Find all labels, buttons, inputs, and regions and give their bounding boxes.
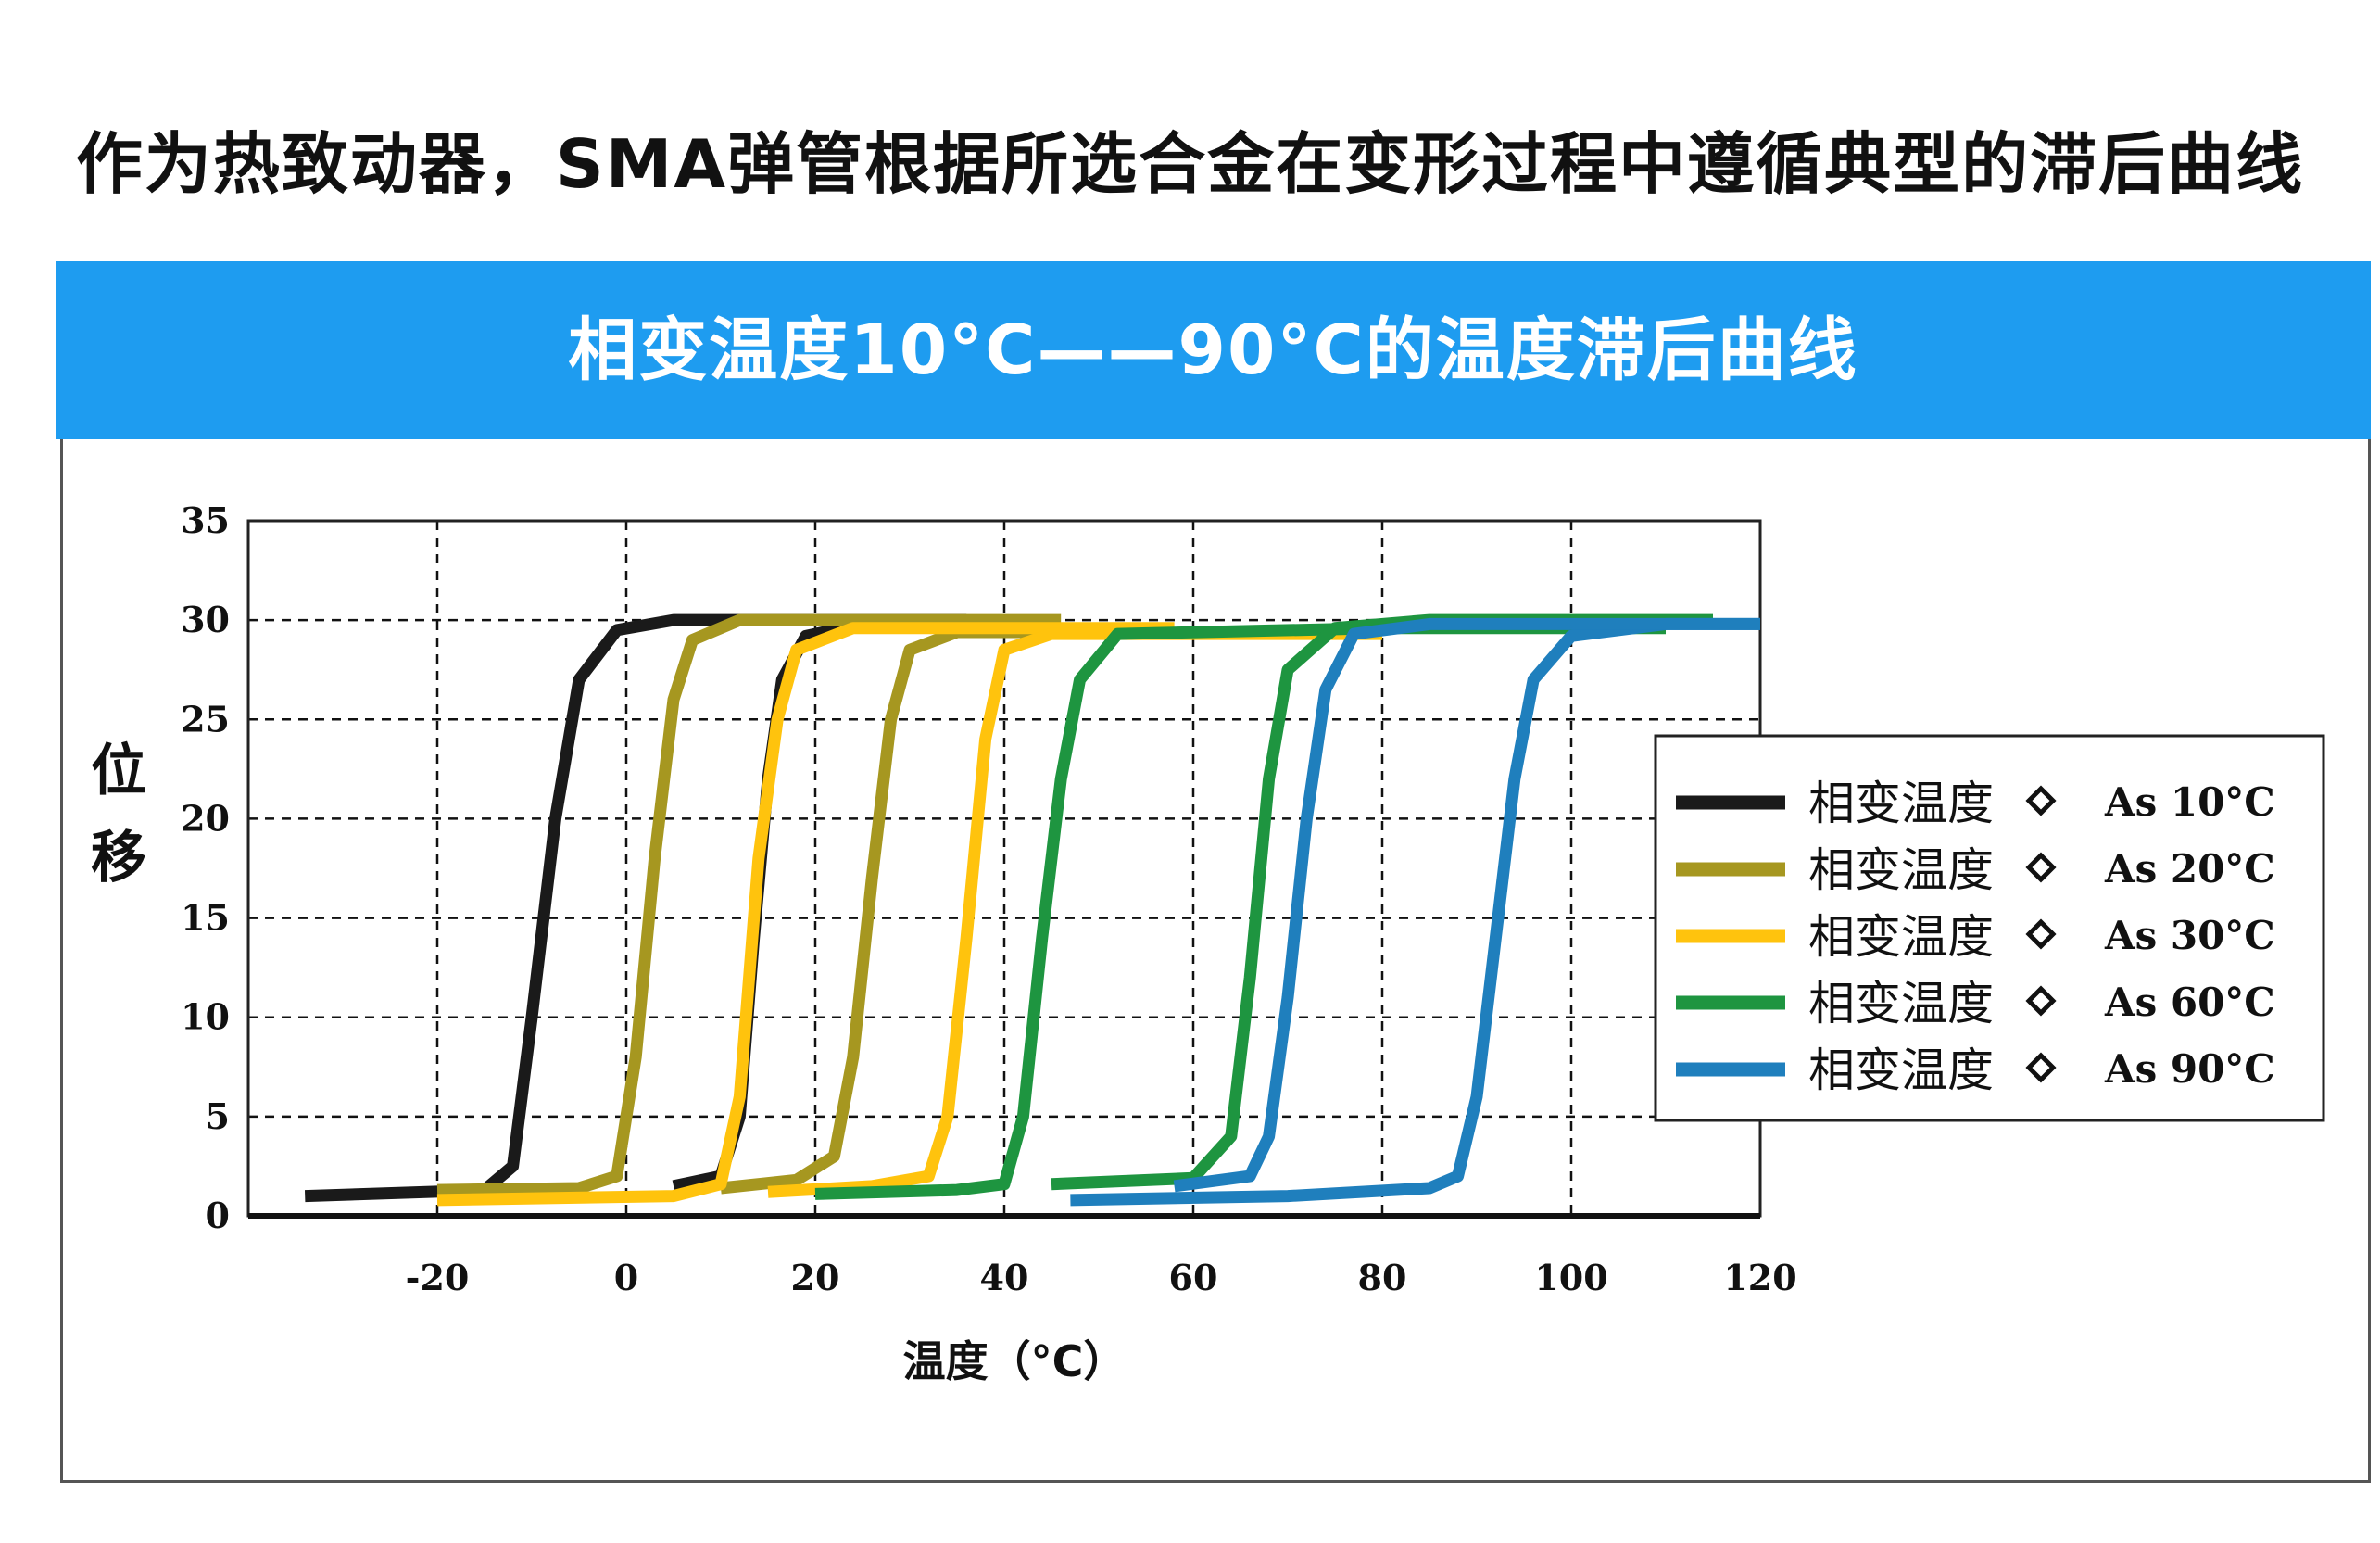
y-tick-label: 35	[181, 500, 230, 541]
y-tick-label: 0	[206, 1195, 230, 1236]
title-banner	[56, 261, 2371, 439]
series-2	[436, 613, 1099, 1196]
y-tick-label: 30	[181, 599, 230, 640]
diamond-icon	[2025, 785, 2057, 816]
series-line-heating	[436, 613, 1062, 1196]
y-axis-label-line1: 位	[91, 739, 146, 803]
x-tick-label: 80	[1358, 1257, 1407, 1298]
x-axis-label: 温度（°C）	[903, 1336, 1127, 1386]
series-line-cooling	[767, 627, 1382, 1198]
legend-item: 相变温度 As 30°C	[1676, 910, 2275, 964]
x-tick-label: 120	[1723, 1257, 1796, 1298]
legend-label: 相变温度	[1808, 977, 1994, 1031]
legend-as-value: As 60°C	[2104, 980, 2275, 1025]
legend-item: 相变温度 As 90°C	[1676, 1043, 2275, 1097]
y-tick-label: 10	[181, 996, 230, 1038]
x-tick-label: 60	[1169, 1257, 1218, 1298]
diamond-icon	[2025, 985, 2057, 1017]
legend-label: 相变温度	[1808, 777, 1994, 830]
y-tick-label: 5	[206, 1095, 230, 1137]
x-tick-label: 0	[614, 1257, 638, 1298]
banner-title: 相变温度10°C——90°C的温度滞后曲线	[568, 310, 1858, 390]
chart-legend: 相变温度 As 10°C 相变温度 As 20°C 相变温度 As 30°C 相变温度 As …	[1654, 734, 2325, 1122]
series-line-heating	[436, 622, 1175, 1207]
y-tick-label: 20	[181, 797, 230, 839]
chart-tick-labels: 0 5 10 15 20 25 30 35 -20 0 20 40 60 80 100 120	[181, 500, 1797, 1298]
x-tick-label: -20	[406, 1257, 470, 1298]
series-line-heating	[1070, 617, 1760, 1207]
legend-as-value: As 30°C	[2104, 913, 2275, 958]
x-tick-label: 100	[1534, 1257, 1607, 1298]
diamond-icon	[2025, 852, 2057, 883]
legend-as-value: As 90°C	[2104, 1046, 2275, 1092]
page-heading: 作为热致动器，SMA弹管根据所选合金在变形过程中遵循典型的滞后曲线	[75, 125, 2305, 203]
diamond-icon	[2025, 918, 2057, 950]
x-tick-label: 40	[980, 1257, 1029, 1298]
series-line-cooling	[720, 626, 1099, 1195]
chart-series	[304, 613, 1760, 1207]
legend-label: 相变温度	[1808, 1043, 1994, 1097]
legend-item: 相变温度 As 20°C	[1676, 843, 2275, 897]
y-tick-label: 25	[181, 698, 230, 740]
series-5	[1070, 617, 1760, 1207]
diamond-icon	[2025, 1052, 2057, 1083]
legend-item: 相变温度 As 10°C	[1676, 777, 2275, 830]
series-line-heating	[814, 622, 1666, 1200]
y-axis-label-line2: 移	[91, 826, 146, 891]
series-3	[436, 622, 1382, 1207]
series-line-cooling	[1173, 617, 1760, 1193]
legend-item: 相变温度 As 60°C	[1676, 977, 2275, 1031]
legend-as-value: As 10°C	[2104, 779, 2275, 825]
legend-as-value: As 20°C	[2104, 846, 2275, 892]
legend-label: 相变温度	[1808, 910, 1994, 964]
legend-label: 相变温度	[1808, 843, 1994, 897]
y-tick-label: 15	[181, 897, 230, 939]
x-tick-label: 20	[791, 1257, 840, 1298]
